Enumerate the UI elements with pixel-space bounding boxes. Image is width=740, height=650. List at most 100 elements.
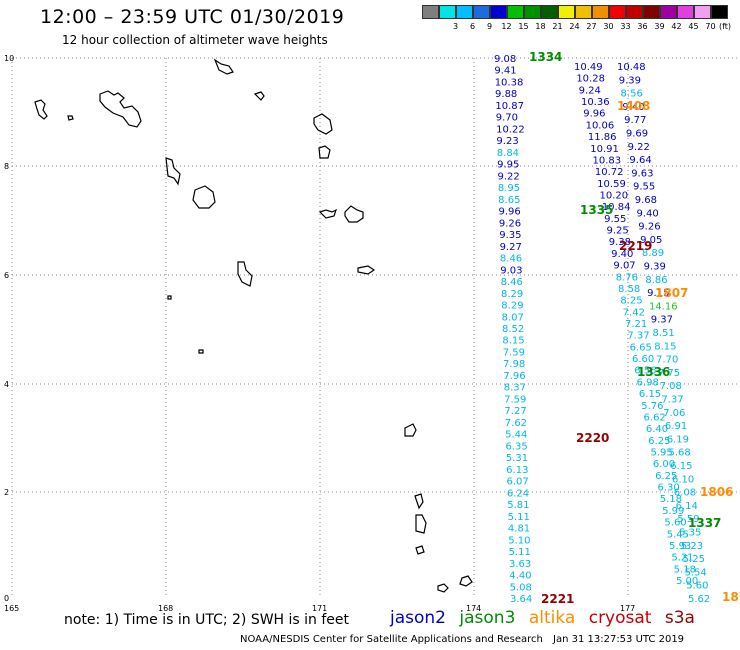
track-value-2: 5.18 (674, 564, 696, 575)
colorbar-cell (422, 5, 439, 19)
colorbar-cell (507, 5, 524, 19)
x-tick-label: 177 (620, 604, 635, 613)
legend-altika: altika (528, 608, 576, 628)
track-value-1: 9.26 (499, 218, 521, 229)
colorbar-label: 15 (518, 22, 529, 31)
track-value-3: 5.23 (681, 541, 703, 552)
colorbar-cell (439, 5, 456, 19)
track-value-1: 7.59 (503, 347, 525, 358)
track-value-3: 9.39 (619, 75, 641, 86)
track-value-3: 6.14 (676, 501, 698, 512)
track-value-1: 7.62 (505, 418, 527, 429)
track-value-2: 5.60 (664, 518, 686, 529)
track-value-1: 6.24 (507, 488, 529, 499)
legend-cryosat: cryosat (588, 608, 652, 628)
track-value-3: 7.08 (660, 381, 682, 392)
track-value-1: 7.96 (503, 371, 525, 382)
track-value-3: 5.60 (686, 581, 708, 592)
track-value-2: 6.25 (655, 471, 677, 482)
track-value-1: 4.81 (508, 524, 530, 535)
pass-time-label: 1334 (529, 50, 562, 64)
colorbar-label: 12 (501, 22, 512, 31)
track-value-3: 9.77 (624, 115, 646, 126)
track-value-2: 6.40 (646, 424, 668, 435)
track-value-1: 7.27 (504, 406, 526, 417)
track-value-3: 9.63 (631, 168, 653, 179)
colorbar-label: 33 (620, 22, 631, 31)
track-value-3: 6.15 (670, 461, 692, 472)
colorbar-cell (490, 5, 507, 19)
colorbar-cell (609, 5, 626, 19)
track-value-3: 9.68 (635, 195, 657, 206)
track-value-3: 5.68 (668, 448, 690, 459)
track-value-3: 5.35 (679, 528, 701, 539)
track-value-2: 10.84 (602, 202, 631, 213)
colorbar-cell (473, 5, 490, 19)
island-outline (344, 205, 364, 223)
pass-time-label: 1408 (617, 99, 650, 113)
island-outline (313, 113, 333, 135)
track-value-2: 10.59 (597, 179, 626, 190)
track-value-2: 5.99 (662, 506, 684, 517)
island-outline (414, 493, 424, 510)
colorbar-label: 36 (637, 22, 648, 31)
track-value-2: 6.15 (639, 389, 661, 400)
track-value-2: 9.38 (609, 237, 631, 248)
colorbar-cell (643, 5, 660, 19)
track-value-1: 3.64 (510, 594, 532, 605)
track-value-3: 5.54 (684, 567, 706, 578)
track-value-2: 6.25 (648, 436, 670, 447)
track-value-2: 10.36 (581, 97, 610, 108)
track-value-2: 10.72 (595, 167, 624, 178)
track-value-2: 10.49 (574, 62, 603, 73)
colorbar-label: 18 (535, 22, 546, 31)
island-outline (459, 575, 473, 587)
track-value-2: 5.00 (676, 576, 698, 587)
footer-credit: NOAA/NESDIS Center for Satellite Applica… (240, 634, 543, 645)
track-value-2: 6.98 (637, 377, 659, 388)
track-value-3: 5.59 (677, 514, 699, 525)
track-value-1: 8.29 (501, 301, 523, 312)
track-value-2: 6.62 (644, 412, 666, 423)
colorbar-cell (524, 5, 541, 19)
island-outline (198, 349, 204, 354)
track-value-2: 6.65 (630, 342, 652, 353)
track-value-1: 5.08 (510, 582, 532, 593)
track-value-3: 9.22 (628, 142, 650, 153)
colorbar-cell (677, 5, 694, 19)
track-value-3: 9.26 (638, 222, 660, 233)
track-value-3: 9.39 (644, 262, 666, 273)
track-value-1: 9.95 (497, 160, 519, 171)
track-value-2: 9.07 (613, 261, 635, 272)
colorbar-cell (456, 5, 473, 19)
track-value-1: 8.65 (498, 195, 520, 206)
track-value-1: 7.59 (504, 394, 526, 405)
track-value-1: 10.87 (495, 101, 524, 112)
track-value-3: 6.19 (667, 434, 689, 445)
island-outline (213, 58, 234, 75)
colorbar-label: 42 (671, 22, 682, 31)
track-value-1: 8.37 (504, 383, 526, 394)
colorbar-label: 24 (569, 22, 580, 31)
island-outline (237, 261, 253, 287)
legend-s3a: s3a (664, 608, 695, 628)
track-value-3: 5.62 (688, 594, 710, 605)
track-value-3: 9.40 (622, 102, 644, 113)
y-tick-label: 4 (4, 380, 9, 389)
track-value-3: 8.15 (654, 341, 676, 352)
track-value-2: 8.25 (620, 296, 642, 307)
track-value-1: 9.23 (496, 136, 518, 147)
track-value-3: 8.86 (645, 275, 667, 286)
track-value-1: 8.07 (502, 312, 524, 323)
island-outline (165, 157, 181, 186)
track-value-1: 10.22 (496, 124, 525, 135)
island-outline (437, 583, 449, 593)
track-value-1: 10.38 (495, 77, 524, 88)
chart-subtitle: 12 hour collection of altimeter wave hei… (62, 33, 328, 47)
x-tick-label: 174 (466, 604, 481, 613)
track-value-1: 9.41 (494, 66, 516, 77)
track-value-2: 6.00 (653, 459, 675, 470)
track-value-2: 7.37 (627, 331, 649, 342)
